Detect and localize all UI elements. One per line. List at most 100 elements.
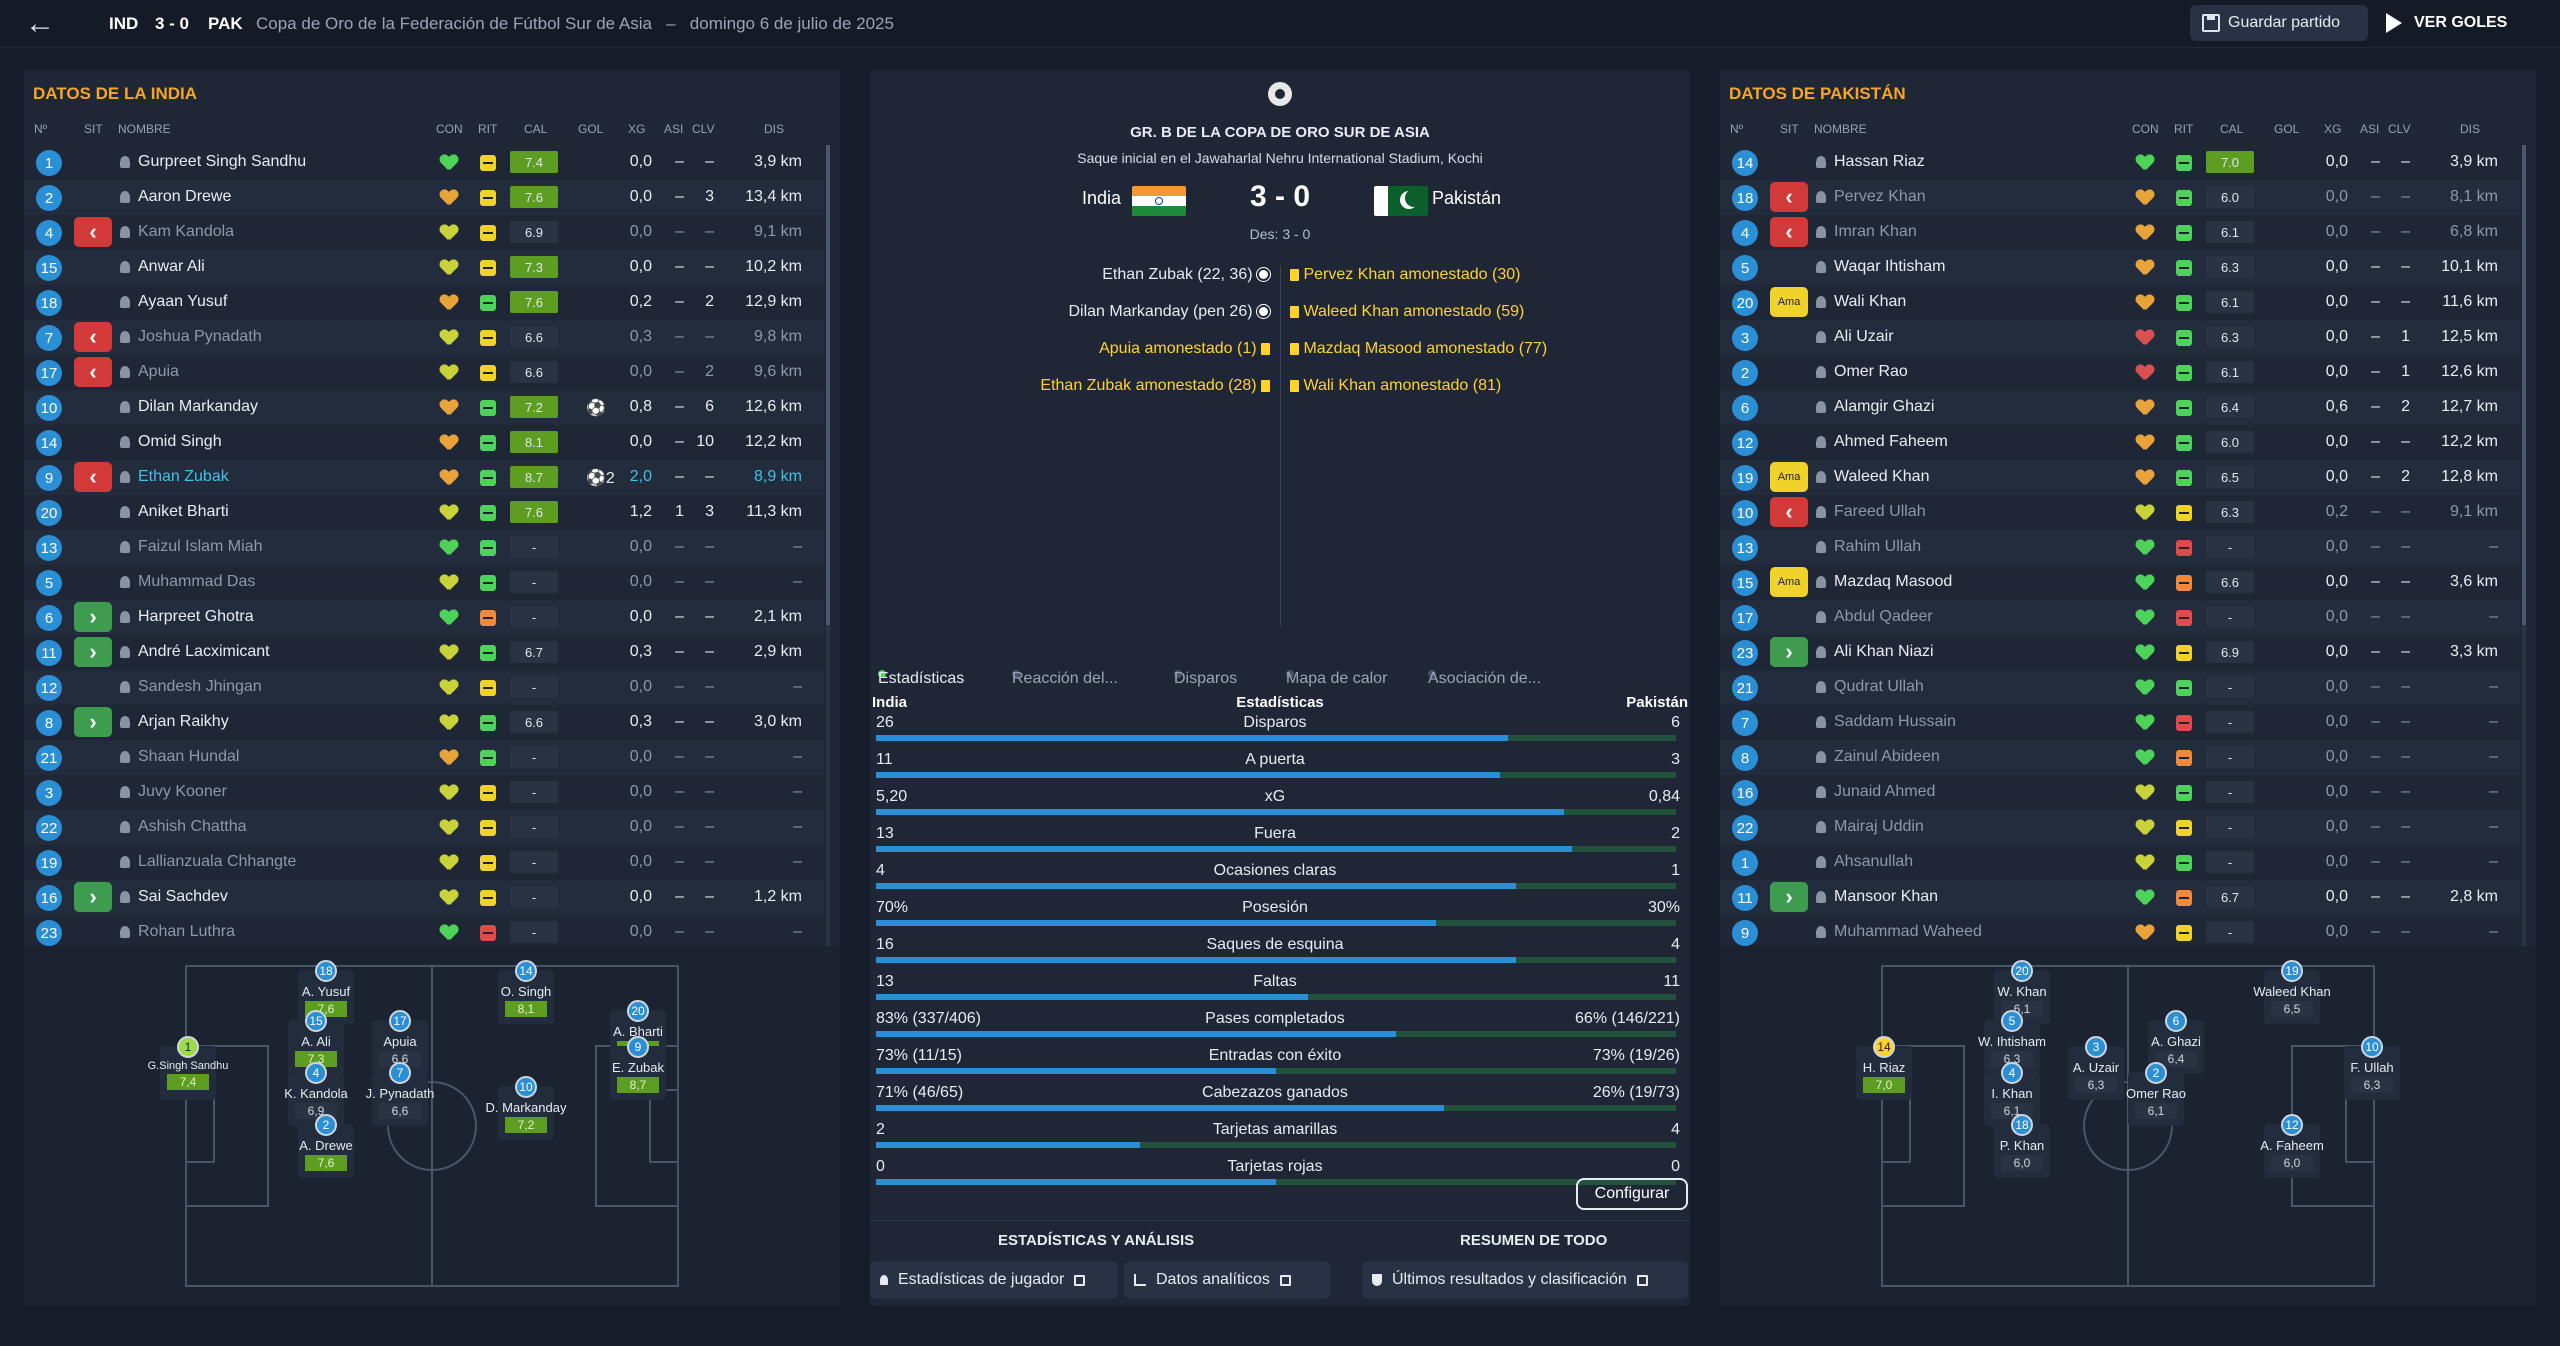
- player-name[interactable]: Rohan Luthra: [138, 923, 235, 940]
- col-asi[interactable]: ASI: [664, 122, 684, 136]
- col-clv[interactable]: CLV: [2388, 122, 2411, 136]
- col-rit[interactable]: RIT: [478, 122, 498, 136]
- home-team-name[interactable]: India: [1082, 188, 1122, 208]
- player-row[interactable]: 11 › André Lacximicant 6.7 0,3 – – 2,9 km: [24, 635, 824, 670]
- player-row[interactable]: 4 ‹ Imran Khan 6.1 0,0 – – 6,8 km: [1720, 215, 2520, 250]
- player-name[interactable]: Arjan Raikhy: [138, 713, 229, 730]
- player-stats-button[interactable]: Estadísticas de jugador: [870, 1262, 1118, 1298]
- player-row[interactable]: 13 Rahim Ullah - 0,0 – – –: [1720, 530, 2520, 565]
- pitch-player[interactable]: 14 H. Riaz 7,0: [1834, 1036, 1934, 1100]
- pitch-player[interactable]: 4 I. Khan 6,1: [1962, 1062, 2062, 1126]
- player-name[interactable]: Sandesh Jhingan: [138, 678, 262, 695]
- player-name[interactable]: Abdul Qadeer: [1834, 608, 1933, 625]
- player-name[interactable]: Faizul Islam Miah: [138, 538, 263, 555]
- pitch-player[interactable]: 2 Omer Rao 6,1: [2106, 1062, 2206, 1126]
- col-name[interactable]: NOMBRE: [1814, 122, 1867, 136]
- player-row[interactable]: 3 Ali Uzair 6.3 0,0 – 1 12,5 km: [1720, 320, 2520, 355]
- player-row[interactable]: 1 Ahsanullah - 0,0 – – –: [1720, 845, 2520, 880]
- player-name[interactable]: Muhammad Waheed: [1834, 923, 1982, 940]
- player-row[interactable]: 12 Sandesh Jhingan - 0,0 – – –: [24, 670, 824, 705]
- pitch-player[interactable]: 15 A. Ali 7,3: [266, 1010, 366, 1074]
- player-name[interactable]: Gurpreet Singh Sandhu: [138, 153, 307, 170]
- player-row[interactable]: 3 Juvy Kooner - 0,0 – – –: [24, 775, 824, 810]
- pitch-player[interactable]: 10 D. Markanday 7,2: [476, 1076, 576, 1140]
- player-row[interactable]: 7 ‹ Joshua Pynadath 6.6 0,3 – – 9,8 km: [24, 320, 824, 355]
- col-con[interactable]: CON: [436, 122, 463, 136]
- player-name[interactable]: Ethan Zubak: [138, 468, 229, 485]
- pitch-player[interactable]: 6 A. Ghazi 6,4: [2126, 1010, 2226, 1074]
- player-row[interactable]: 5 Muhammad Das - 0,0 – – –: [24, 565, 824, 600]
- player-name[interactable]: Dilan Markanday: [138, 398, 259, 415]
- player-name[interactable]: Waqar Ihtisham: [1834, 258, 1946, 275]
- col-sit[interactable]: SIT: [84, 122, 103, 136]
- pitch-player[interactable]: 18 P. Khan 6,0: [1972, 1114, 2072, 1178]
- analytics-button[interactable]: Datos analíticos: [1124, 1262, 1330, 1298]
- player-row[interactable]: 17 ‹ Apuia 6.6 0,0 – 2 9,6 km: [24, 355, 824, 390]
- pitch-player[interactable]: 12 A. Faheem 6,0: [2242, 1114, 2342, 1178]
- player-row[interactable]: 6 Alamgir Ghazi 6.4 0,6 – 2 12,7 km: [1720, 390, 2520, 425]
- player-name[interactable]: Ali Khan Niazi: [1834, 643, 1934, 660]
- pitch-player[interactable]: 3 A. Uzair 6,3: [2046, 1036, 2146, 1100]
- pitch-player[interactable]: 18 A. Yusuf 7,6: [276, 960, 376, 1024]
- player-row[interactable]: 7 Saddam Hussain - 0,0 – – –: [1720, 705, 2520, 740]
- player-row[interactable]: 12 Ahmed Faheem 6.0 0,0 – – 12,2 km: [1720, 425, 2520, 460]
- pitch-player[interactable]: 4 K. Kandola 6,9: [266, 1062, 366, 1126]
- player-name[interactable]: Ahsanullah: [1834, 853, 1914, 870]
- player-row[interactable]: 8 Zainul Abideen - 0,0 – – –: [1720, 740, 2520, 775]
- player-name[interactable]: Aniket Bharti: [138, 503, 229, 520]
- player-name[interactable]: Muhammad Das: [138, 573, 256, 590]
- player-name[interactable]: Junaid Ahmed: [1834, 783, 1936, 800]
- player-name[interactable]: Anwar Ali: [138, 258, 205, 275]
- col-rit[interactable]: RIT: [2174, 122, 2194, 136]
- player-row[interactable]: 18 Ayaan Yusuf 7.6 0,2 – 2 12,9 km: [24, 285, 824, 320]
- col-dis[interactable]: DIS: [764, 122, 785, 136]
- away-team-name[interactable]: Pakistán: [1432, 188, 1502, 208]
- pakistan-scroll-thumb[interactable]: [2522, 145, 2526, 625]
- player-name[interactable]: Imran Khan: [1834, 223, 1917, 240]
- player-row[interactable]: 13 Faizul Islam Miah - 0,0 – – –: [24, 530, 824, 565]
- col-dis[interactable]: DIS: [2460, 122, 2481, 136]
- save-match-button[interactable]: Guardar partido: [2190, 5, 2368, 41]
- col-cal[interactable]: CAL: [524, 122, 548, 136]
- player-row[interactable]: 17 Abdul Qadeer - 0,0 – – –: [1720, 600, 2520, 635]
- player-name[interactable]: Wali Khan: [1834, 293, 1907, 310]
- player-name[interactable]: Apuia: [138, 363, 179, 380]
- player-row[interactable]: 14 Omid Singh 8.1 0,0 –10 12,2 km: [24, 425, 824, 460]
- col-xg[interactable]: XG: [628, 122, 646, 136]
- player-name[interactable]: Rahim Ullah: [1834, 538, 1922, 555]
- player-row[interactable]: 9 ‹ Ethan Zubak 8.7 ⚽2 2,0 – – 8,9 km: [24, 460, 824, 495]
- configure-button[interactable]: Configurar: [1576, 1178, 1688, 1210]
- player-name[interactable]: Juvy Kooner: [138, 783, 227, 800]
- player-row[interactable]: 20 Aniket Bharti 7.6 1,2 1 3 11,3 km: [24, 495, 824, 530]
- player-row[interactable]: 23 › Ali Khan Niazi 6.9 0,0 – – 3,3 km: [1720, 635, 2520, 670]
- player-name[interactable]: Sai Sachdev: [138, 888, 228, 905]
- player-name[interactable]: André Lacximicant: [138, 643, 270, 660]
- col-no[interactable]: Nº: [34, 122, 48, 136]
- player-row[interactable]: 15 Ama Mazdaq Masood 6.6 0,0 – – 3,6 km: [1720, 565, 2520, 600]
- player-name[interactable]: Mairaj Uddin: [1834, 818, 1924, 835]
- player-row[interactable]: 20 Ama Wali Khan 6.1 0,0 – – 11,6 km: [1720, 285, 2520, 320]
- player-row[interactable]: 8 › Arjan Raikhy 6.6 0,3 – – 3,0 km: [24, 705, 824, 740]
- player-name[interactable]: Lallianzuala Chhangte: [138, 853, 297, 870]
- player-name[interactable]: Saddam Hussain: [1834, 713, 1956, 730]
- results-standings-button[interactable]: Últimos resultados y clasificación: [1362, 1262, 1688, 1298]
- player-row[interactable]: 16 › Sai Sachdev - 0,0 – – 1,2 km: [24, 880, 824, 915]
- player-row[interactable]: 21 Shaan Hundal - 0,0 – – –: [24, 740, 824, 775]
- player-row[interactable]: 2 Aaron Drewe 7.6 0,0 – 3 13,4 km: [24, 180, 824, 215]
- pitch-player[interactable]: 7 J. Pynadath 6,6: [350, 1062, 450, 1126]
- player-name[interactable]: Ashish Chattha: [138, 818, 247, 835]
- player-row[interactable]: 19 Lallianzuala Chhangte - 0,0 – – –: [24, 845, 824, 880]
- col-clv[interactable]: CLV: [692, 122, 715, 136]
- pitch-player[interactable]: 17 Apuia 6,6: [350, 1010, 450, 1074]
- player-row[interactable]: 6 › Harpreet Ghotra - 0,0 – – 2,1 km: [24, 600, 824, 635]
- col-sit[interactable]: SIT: [1780, 122, 1799, 136]
- pitch-player[interactable]: 2 A. Drewe 7,6: [276, 1114, 376, 1178]
- player-name[interactable]: Shaan Hundal: [138, 748, 240, 765]
- player-name[interactable]: Harpreet Ghotra: [138, 608, 254, 625]
- player-row[interactable]: 5 Waqar Ihtisham 6.3 0,0 – – 10,1 km: [1720, 250, 2520, 285]
- col-gol[interactable]: GOL: [578, 122, 604, 136]
- pitch-player[interactable]: 20 W. Khan 6,1: [1972, 960, 2072, 1024]
- player-name[interactable]: Aaron Drewe: [138, 188, 232, 205]
- player-row[interactable]: 23 Rohan Luthra - 0,0 – – –: [24, 915, 824, 950]
- player-name[interactable]: Mazdaq Masood: [1834, 573, 1953, 590]
